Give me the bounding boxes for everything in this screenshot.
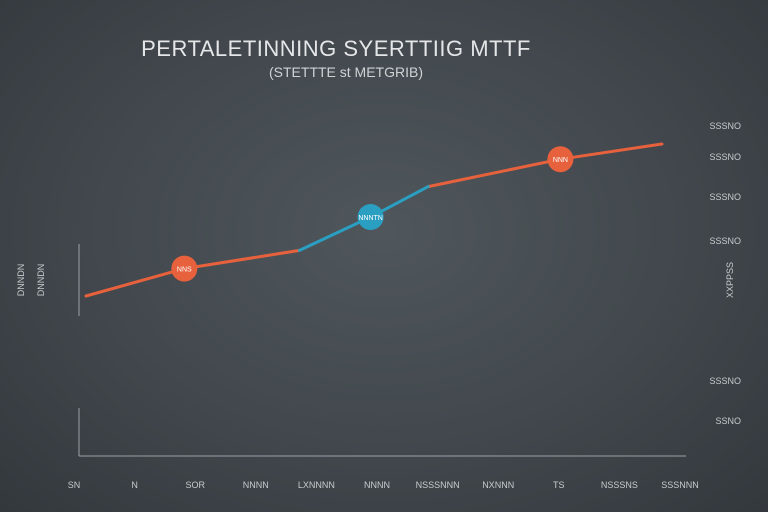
y-tick-label: SSSNO [709, 376, 741, 386]
chart-subtitle: (STETTTE st METGRIB) [269, 64, 423, 80]
y-tick-labels: SSSNO SSSNO SSSNO SSSNO SSSNO SSNO [709, 121, 741, 426]
data-point-marker [547, 146, 574, 173]
y-tick-label: SSSNO [709, 121, 741, 131]
x-tick-label: N [131, 480, 138, 490]
data-point-label: NNNTN [358, 215, 383, 222]
axes [78, 244, 686, 457]
x-tick-label: LXNNNN [298, 480, 335, 490]
chart-title: PERTALETINNING SYERTTIIG MTTF [141, 36, 531, 61]
y-axis-label-left-text-2: DNNDN [36, 264, 46, 297]
data-point-marker [357, 204, 384, 230]
x-tick-label: NSSSNNN [416, 480, 460, 490]
y-tick-label: SSNO [715, 416, 741, 426]
series-line-segment [426, 142, 664, 189]
x-tick-label: NSSSNS [601, 480, 638, 490]
x-tick-labels: SN N SOR NNNN LXNNNN NNNN NSSSNNN NXNNN TS NSSSNS… [68, 480, 699, 490]
y-tick-label: SSSNO [709, 236, 741, 246]
x-tick-label: TS [553, 480, 565, 490]
x-tick-label: NNNN [364, 480, 390, 490]
y-tick-label: SSSNO [709, 152, 741, 162]
data-point-marker [171, 255, 198, 282]
y-tick-label: SSSNO [709, 192, 741, 202]
data-markers: NNS NNNTN NNN [171, 146, 574, 282]
x-tick-label: SOR [185, 480, 205, 490]
y-axis-label-left: DNNDN DNNDN [16, 264, 46, 297]
y-axis-label-left-text: DNNDN [16, 264, 26, 297]
data-point-label: NNN [553, 157, 568, 164]
x-tick-label: NNNN [243, 480, 269, 490]
x-tick-label: NXNNN [482, 480, 514, 490]
data-point-label: NNS [177, 266, 192, 273]
x-tick-label: SN [68, 480, 81, 490]
y-axis-label-right: XXPPSS [725, 262, 735, 298]
x-tick-label: SSSNNN [661, 480, 699, 490]
